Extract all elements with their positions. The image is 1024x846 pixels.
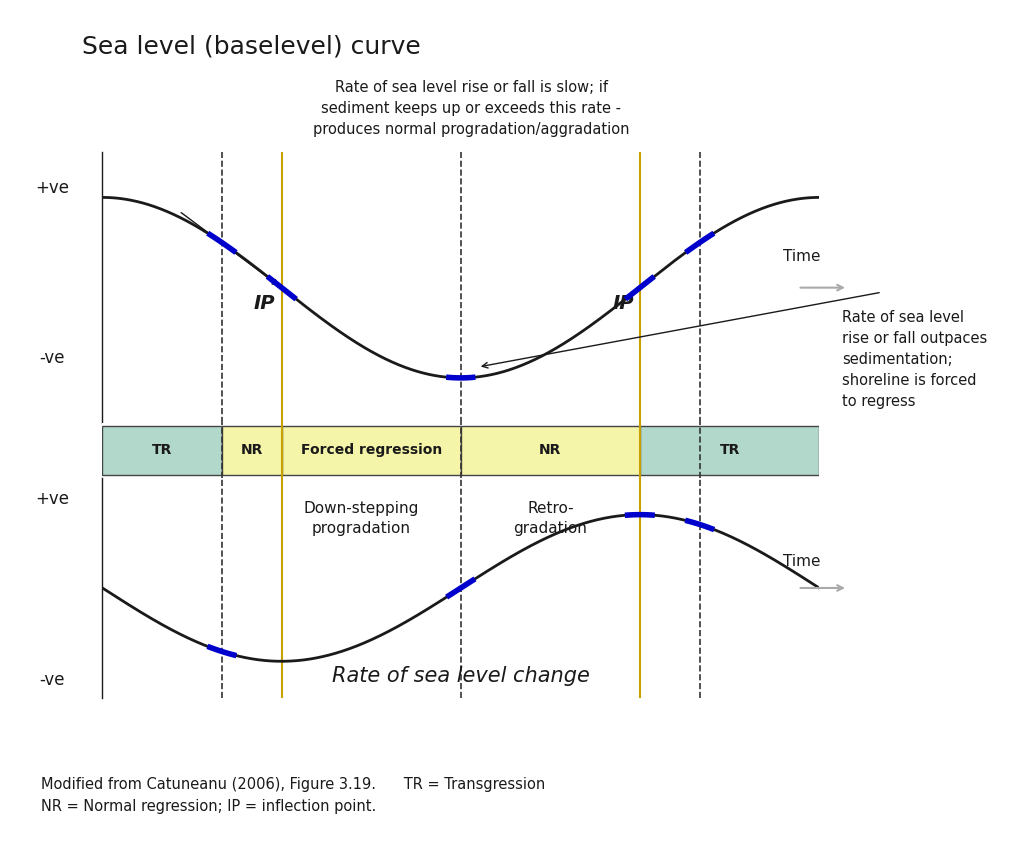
Text: Down-stepping
progradation: Down-stepping progradation xyxy=(303,501,419,536)
Bar xyxy=(282,426,461,475)
Text: +ve: +ve xyxy=(35,179,70,197)
Text: -ve: -ve xyxy=(40,349,65,367)
Bar xyxy=(640,426,819,475)
Bar xyxy=(102,426,222,475)
Text: -ve: -ve xyxy=(40,671,65,689)
Text: NR: NR xyxy=(540,443,561,458)
Text: Retro-
gradation: Retro- gradation xyxy=(513,501,588,536)
Text: NR: NR xyxy=(241,443,263,458)
Text: IP: IP xyxy=(254,294,275,313)
Text: Rate of sea level change: Rate of sea level change xyxy=(332,666,590,686)
Text: Sea level (baselevel) curve: Sea level (baselevel) curve xyxy=(82,35,421,58)
Text: TR: TR xyxy=(152,443,172,458)
Text: Forced regression: Forced regression xyxy=(301,443,441,458)
Bar xyxy=(222,426,282,475)
Text: Modified from Catuneanu (2006), Figure 3.19.      TR = Transgression
NR = Normal: Modified from Catuneanu (2006), Figure 3… xyxy=(41,777,545,814)
Text: Rate of sea level rise or fall is slow; if
sediment keeps up or exceeds this rat: Rate of sea level rise or fall is slow; … xyxy=(312,80,630,137)
Text: Time: Time xyxy=(782,249,820,264)
Text: +ve: +ve xyxy=(35,491,70,508)
Text: TR: TR xyxy=(720,443,739,458)
Bar xyxy=(461,426,640,475)
Text: Rate of sea level
rise or fall outpaces
sedimentation;
shoreline is forced
to re: Rate of sea level rise or fall outpaces … xyxy=(842,310,987,409)
Text: Time: Time xyxy=(782,554,820,569)
Text: IP: IP xyxy=(612,294,634,313)
